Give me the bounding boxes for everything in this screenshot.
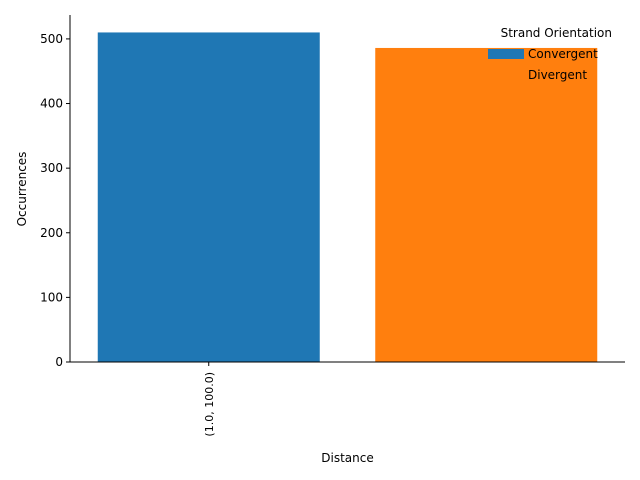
y-tick-label: 100 bbox=[40, 290, 63, 304]
y-tick-label: 500 bbox=[40, 32, 63, 46]
bars-group bbox=[97, 32, 598, 362]
legend-label-divergent: Divergent bbox=[528, 68, 587, 82]
legend: Strand Orientation Convergent Divergent bbox=[488, 26, 612, 82]
x-tick-label: (1.0, 100.0) bbox=[203, 372, 216, 437]
legend-swatch-divergent bbox=[488, 70, 524, 80]
y-tick-label: 200 bbox=[40, 226, 63, 240]
legend-label-convergent: Convergent bbox=[528, 47, 598, 61]
y-axis: 0 100 200 300 400 500 bbox=[40, 15, 71, 369]
x-axis: (1.0, 100.0) bbox=[70, 361, 625, 437]
legend-title: Strand Orientation bbox=[501, 26, 612, 40]
y-axis-label: Occurrences bbox=[15, 152, 29, 227]
bar-convergent bbox=[97, 32, 320, 362]
y-tick-label: 300 bbox=[40, 161, 63, 175]
y-tick-label: 0 bbox=[55, 355, 63, 369]
y-tick-label: 400 bbox=[40, 97, 63, 111]
bar-divergent bbox=[375, 47, 598, 362]
x-axis-label: Distance bbox=[321, 451, 373, 465]
legend-swatch-convergent bbox=[488, 49, 524, 59]
